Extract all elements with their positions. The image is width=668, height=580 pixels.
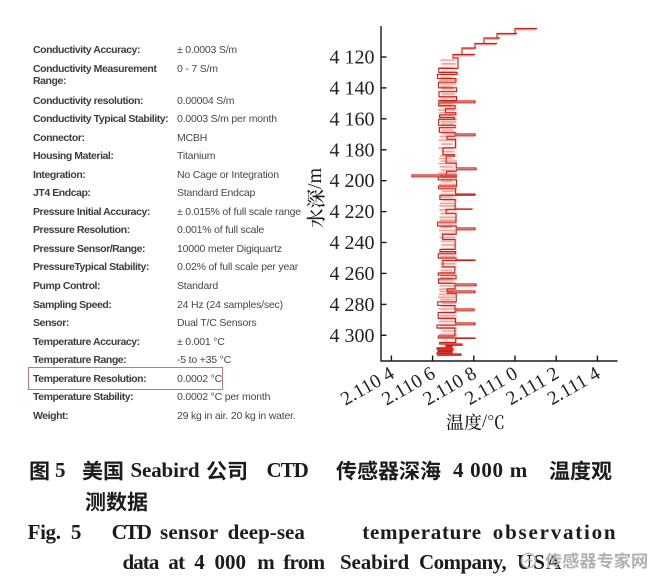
svg-text:4 280: 4 280 [330,294,375,316]
svg-text:4 200: 4 200 [330,170,375,192]
svg-text:4 220: 4 220 [330,201,375,223]
svg-text:4 240: 4 240 [330,232,375,254]
svg-text:4 260: 4 260 [330,263,375,285]
svg-text:4 160: 4 160 [330,108,375,130]
svg-text:4 120: 4 120 [330,47,375,69]
svg-text:4 180: 4 180 [330,139,375,161]
svg-text:4 300: 4 300 [330,325,375,347]
svg-text:4 140: 4 140 [330,77,375,99]
